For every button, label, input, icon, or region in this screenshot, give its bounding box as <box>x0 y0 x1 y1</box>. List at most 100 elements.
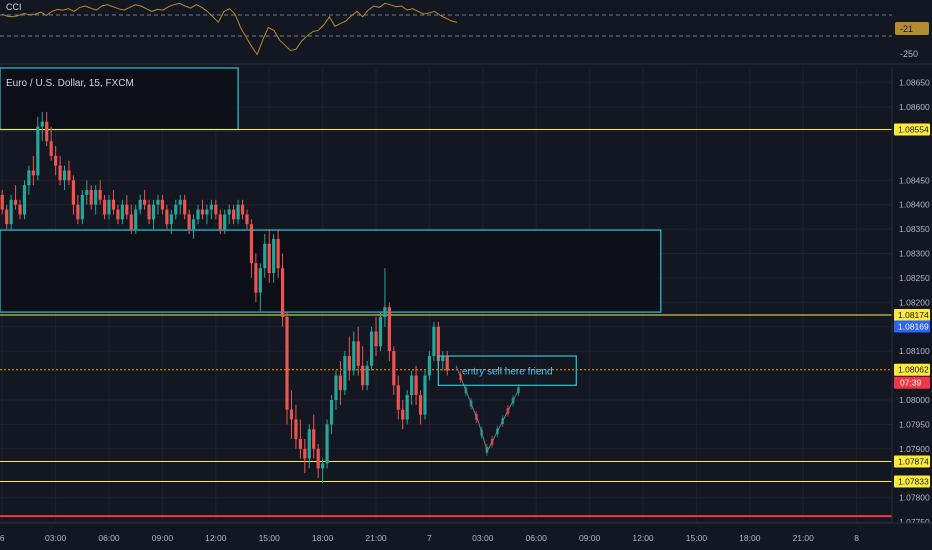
time-tick-label: 03:00 <box>45 533 67 543</box>
price-tick-label: 1.07900 <box>899 444 930 454</box>
price-tick-label: 1.08000 <box>899 395 930 405</box>
horizontal-levels <box>0 129 892 518</box>
projected-candle-body <box>495 428 499 435</box>
level-price-badge <box>894 475 930 488</box>
candle-body <box>71 180 76 205</box>
cci-value-label: -21 <box>900 24 913 34</box>
candle-body <box>98 190 102 200</box>
level-price-badge <box>894 363 930 376</box>
candle-body <box>67 170 71 181</box>
candle-body <box>205 209 209 215</box>
price-tick-label: 1.08400 <box>899 200 930 210</box>
candle-body <box>365 365 369 386</box>
candle-body <box>27 170 31 186</box>
candle-body <box>307 429 311 459</box>
time-tick-label: 7 <box>427 533 432 543</box>
candle-body <box>356 341 360 366</box>
candle-body <box>338 375 343 391</box>
candle-body <box>200 209 205 215</box>
candle-body <box>427 356 432 376</box>
candle-body <box>441 356 445 361</box>
time-tick-label: 09:00 <box>152 533 174 543</box>
time-tick-label: 06:00 <box>98 533 120 543</box>
cci-pane: CCI -21 -250 <box>0 0 932 65</box>
candle-body <box>31 170 35 176</box>
candle-body <box>209 204 213 210</box>
candle-body <box>383 307 387 317</box>
candle-body <box>432 326 436 357</box>
candlestick-series <box>0 111 449 483</box>
time-tick-label: 18:00 <box>739 533 761 543</box>
time-tick-label: 12:00 <box>205 533 227 543</box>
candle-body <box>62 170 67 181</box>
candle-body <box>289 409 294 420</box>
level-price-label: 1.08554 <box>898 125 929 135</box>
candle-body <box>138 199 142 210</box>
candle-body <box>418 395 423 415</box>
projected-candle-body <box>506 407 510 414</box>
candle-body <box>111 199 116 210</box>
supply-zones <box>0 67 662 313</box>
candle-body <box>156 199 160 205</box>
time-tick-label: 15:00 <box>259 533 281 543</box>
candle-body <box>343 356 347 391</box>
candle-body <box>58 165 62 181</box>
candle-body <box>223 214 227 230</box>
candle-body <box>245 214 249 225</box>
candle-body <box>321 463 325 469</box>
price-tick-label: 1.08100 <box>899 346 930 356</box>
candle-body <box>187 214 191 230</box>
projected-candle-body <box>469 400 473 407</box>
candle-body <box>392 351 396 386</box>
cci-background <box>0 0 932 62</box>
candle-body <box>191 219 196 230</box>
candle-body <box>36 126 40 176</box>
candle-body <box>214 204 218 215</box>
candle-body <box>120 204 124 220</box>
cci-line <box>1 2 458 56</box>
candle-body <box>352 341 356 371</box>
candle-body <box>54 155 58 166</box>
candle-body <box>45 121 49 142</box>
candle-body <box>18 204 22 215</box>
candle-body <box>107 199 111 215</box>
cci-lower-label: -250 <box>900 49 918 59</box>
candle-body <box>80 194 84 220</box>
candle-body <box>445 356 449 371</box>
candle-body <box>160 199 165 210</box>
symbol-label: Euro / U.S. Dollar, 15, FXCM <box>6 78 134 89</box>
time-tick-label: 21:00 <box>793 533 815 543</box>
candle-body <box>178 199 182 205</box>
projected-candle-body <box>480 429 484 436</box>
projected-candle-body <box>464 387 468 394</box>
candle-body <box>13 199 18 205</box>
price-tick-label: 1.08250 <box>899 273 930 283</box>
supply-zone-2 <box>0 229 662 313</box>
candle-body <box>267 243 271 274</box>
countdown-label: 07:39 <box>900 378 922 388</box>
projected-candle-body <box>511 397 515 404</box>
countdown-badge <box>894 376 930 389</box>
price-tick-label: 1.08300 <box>899 249 930 259</box>
candle-body <box>263 243 267 269</box>
candle-body <box>89 190 93 205</box>
candle-body <box>405 395 409 420</box>
annotation-text: entry sell here friend <box>462 367 553 378</box>
candle-body <box>218 214 222 230</box>
candle-body <box>174 204 178 215</box>
candle-body <box>303 448 307 459</box>
price-axis: 1.086501.086001.085501.084501.084001.083… <box>891 68 932 527</box>
price-tick-label: 1.08600 <box>899 102 930 112</box>
price-tick-label: 1.07750 <box>899 517 930 527</box>
time-axis: 6 03:00 06:00 09:00 12:00 15:00 18:00 21:00 7 03:… <box>0 522 932 550</box>
candle-body <box>5 209 9 225</box>
projected-candle-body <box>501 418 505 425</box>
price-tick-label: 1.08650 <box>899 78 930 88</box>
candle-body <box>294 419 298 440</box>
candle-body <box>276 238 280 269</box>
candle-body <box>102 199 107 215</box>
candle-body <box>143 199 147 205</box>
candle-body <box>325 424 329 464</box>
candle-body <box>236 204 240 220</box>
